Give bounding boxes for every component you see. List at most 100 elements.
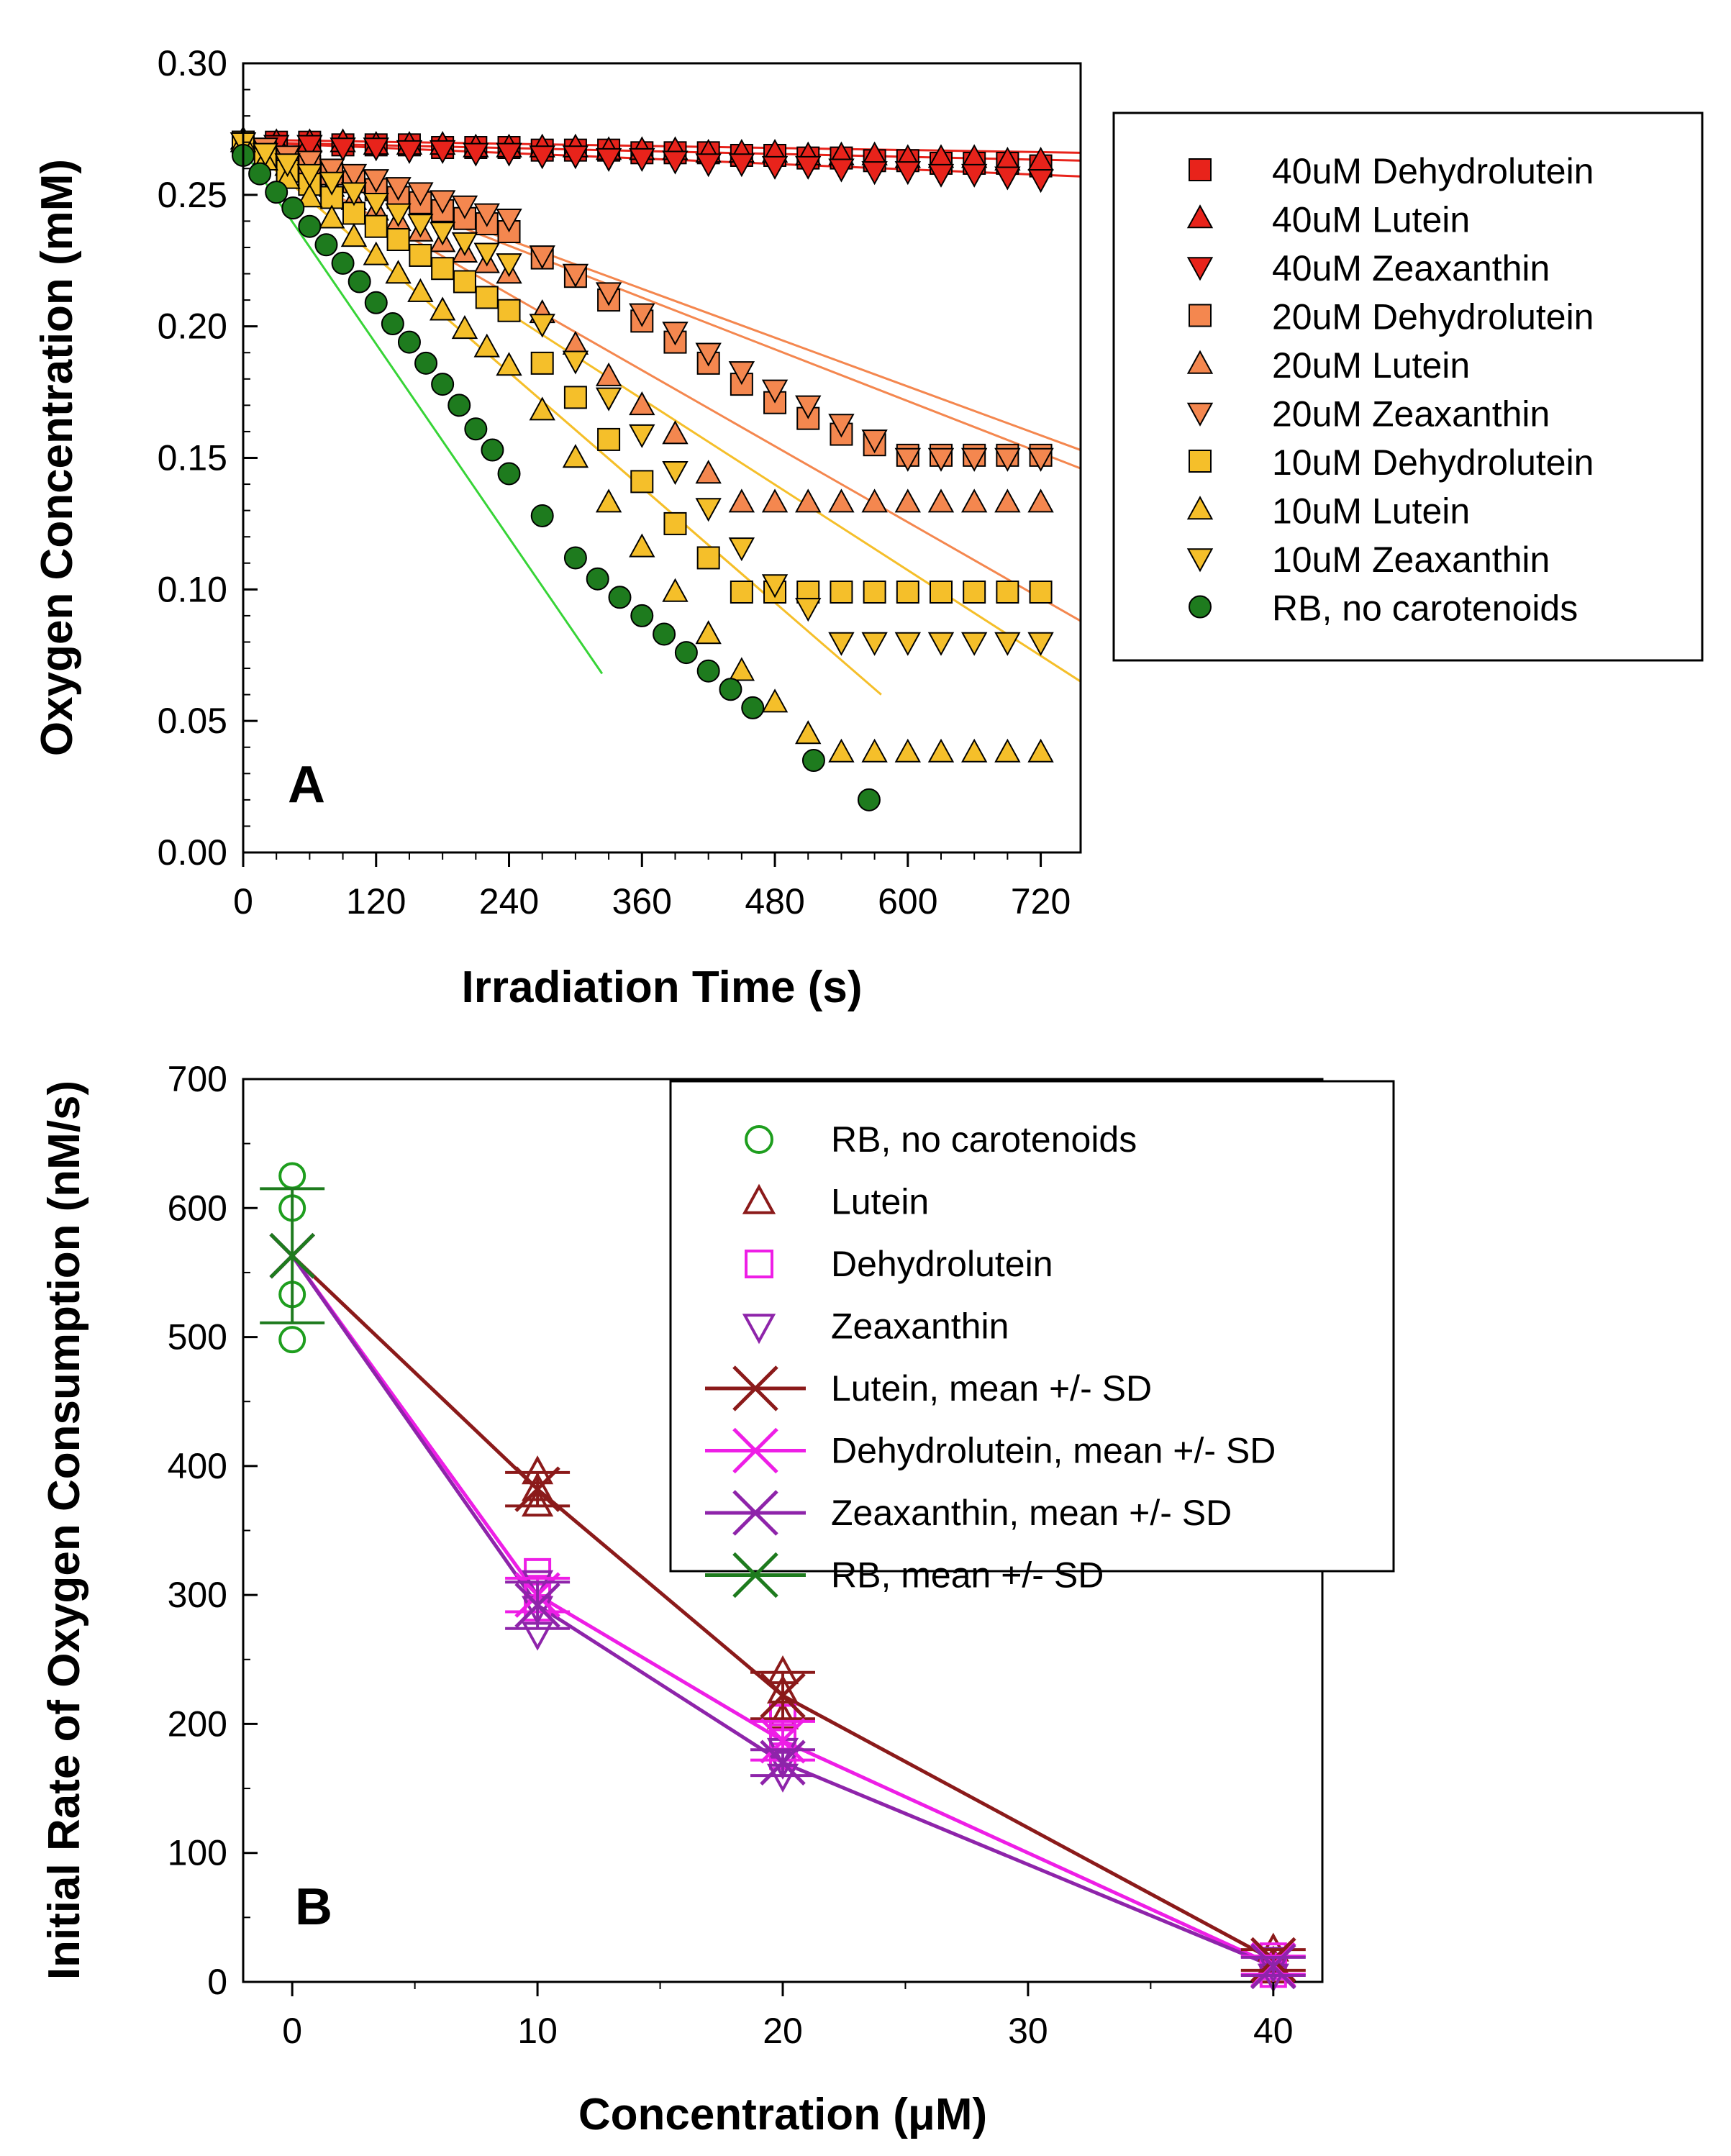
panel-b-y-tick-label: 500	[168, 1317, 227, 1357]
40um-zeaxanthin-point	[562, 145, 589, 170]
panel-b-y-tick-label: 100	[168, 1833, 227, 1873]
20um-zeaxanthin-point	[496, 208, 522, 233]
10um-zeaxanthin-point	[274, 153, 301, 178]
10um-zeaxanthin-point	[960, 632, 988, 656]
rb-no-carotenoids-point	[331, 251, 355, 275]
rb-no-carotenoids-point	[364, 291, 388, 314]
zeaxanthin-mean-sd-mean-marker	[1250, 1943, 1296, 1990]
legend-marker-zeaxanthin-mean-sd	[732, 1490, 778, 1536]
10um-zeaxanthin-point	[385, 203, 412, 227]
20um-lutein-point	[894, 488, 922, 513]
10um-zeaxanthin-point	[252, 142, 278, 167]
10um-lutein-point	[861, 738, 888, 763]
legend-label-20um-zeaxanthin: 20uM Zeaxanthin	[1272, 394, 1550, 435]
legend-marker-dehydrolutein	[745, 1250, 773, 1278]
40um-zeaxanthin-point	[1027, 169, 1054, 194]
10um-zeaxanthin-point	[927, 632, 955, 656]
legend-marker-lutein-mean-sd	[732, 1365, 778, 1411]
10um-zeaxanthin-point	[296, 163, 323, 188]
20um-zeaxanthin-point	[407, 182, 434, 206]
panel-b-x-axis-title: Concentration (μM)	[578, 2090, 987, 2139]
10um-lutein-point	[927, 738, 955, 763]
20um-lutein-point	[960, 488, 988, 513]
legend-marker-lutein	[742, 1183, 776, 1214]
10um-lutein-point	[595, 488, 622, 513]
panel-a-x-tick-label: 0	[233, 881, 253, 922]
20um-zeaxanthin-point	[761, 379, 789, 404]
legend-marker-20um-dehydrolutein	[1189, 304, 1212, 327]
panel-b-y-tick-label: 0	[207, 1962, 227, 2002]
zeaxanthin-mean-sd-line	[291, 1255, 1274, 1968]
panel-b-y-tick-label: 300	[168, 1575, 227, 1615]
40um-zeaxanthin-point	[496, 142, 522, 167]
panel-b-legend-box	[669, 1080, 1395, 1573]
panel-a-x-tick-label: 240	[479, 881, 539, 922]
10um-lutein-point	[1027, 738, 1054, 763]
20um-lutein-point	[828, 488, 855, 513]
20um-zeaxanthin-point	[385, 177, 412, 201]
20um-lutein-point	[728, 488, 755, 513]
10um-zeaxanthin-point	[529, 314, 555, 338]
40um-zeaxanthin-point	[960, 163, 988, 188]
panel-b-y-tick-label: 200	[168, 1704, 227, 1744]
legend-label-10um-lutein: 10uM Lutein	[1272, 491, 1470, 532]
10um-zeaxanthin-point	[795, 598, 822, 622]
legend-marker-40um-dehydrolutein	[1189, 158, 1212, 181]
20um-lutein-point	[662, 420, 689, 445]
10um-dehydrolutein-point	[863, 580, 886, 604]
40um-zeaxanthin-point	[396, 140, 423, 164]
10um-dehydrolutein-point	[830, 580, 853, 604]
20um-lutein-point	[1027, 488, 1054, 513]
10um-dehydrolutein-point	[896, 580, 919, 604]
10um-zeaxanthin-point	[828, 632, 855, 656]
40um-zeaxanthin-point	[429, 140, 456, 164]
10um-dehydrolutein-point	[730, 580, 753, 604]
rb-no-carotenoids-point	[608, 586, 632, 609]
20um-zeaxanthin-point	[429, 190, 456, 214]
20um-lutein-point	[629, 391, 655, 416]
20um-lutein-point	[861, 488, 888, 513]
panel-b-legend: RB, no carotenoids Lutein Dehydrolutein Zea…	[669, 1080, 1395, 1598]
panel-a-x-tick-label: 480	[745, 881, 804, 922]
40um-zeaxanthin-point	[894, 161, 922, 186]
10um-lutein-point	[761, 688, 789, 713]
10um-zeaxanthin-point	[994, 632, 1021, 656]
rb-no-carotenoids-point	[447, 394, 471, 417]
legend-label-10um-dehydrolutein: 10uM Dehydrolutein	[1272, 442, 1594, 483]
40um-zeaxanthin-point	[795, 155, 822, 180]
10um-dehydrolutein-point	[563, 386, 587, 409]
rb-no-carotenoids-point	[696, 659, 720, 683]
40um-zeaxanthin-point	[761, 155, 789, 180]
10um-dehydrolutein-point	[530, 351, 554, 375]
rb-no-carotenoids-point	[397, 330, 421, 354]
legend-label-40um-zeaxanthin: 40uM Zeaxanthin	[1272, 248, 1550, 288]
20um-zeaxanthin-point	[629, 303, 655, 327]
10um-lutein-point	[960, 738, 988, 763]
20um-zeaxanthin-point	[662, 322, 689, 346]
panel-a-chart: 0.00 0.05 0.10 0.15 0.20 0.25 0.30 0 120 240 360 48…	[32, 43, 1704, 1012]
20um-zeaxanthin-point	[927, 447, 955, 472]
zeaxanthin-mean-sd-mean-marker	[514, 1582, 560, 1629]
40um-zeaxanthin-point	[629, 147, 655, 172]
rb-no-carotenoids-point	[801, 749, 825, 773]
rb-no-carotenoids-point	[857, 788, 881, 811]
10um-lutein-point	[340, 223, 368, 247]
10um-dehydrolutein-point	[364, 214, 388, 238]
20um-lutein-point	[695, 460, 722, 484]
legend-label-20um-lutein: 20uM Lutein	[1272, 345, 1470, 386]
10um-lutein-point	[994, 738, 1021, 763]
panel-a-x-axis-title: Irradiation Time (s)	[462, 963, 863, 1012]
panel-a-y-axis-title: Oxygen Concentration (mM)	[32, 159, 82, 756]
10um-lutein-point	[473, 333, 500, 358]
10um-lutein-point	[429, 296, 456, 321]
rb-no-carotenoids-point	[298, 214, 322, 238]
10um-lutein-point	[529, 396, 555, 421]
20um-zeaxanthin-point	[960, 447, 988, 472]
legend-marker-rb-mean-sd	[732, 1552, 778, 1598]
40um-zeaxanthin-point	[927, 163, 955, 188]
20um-zeaxanthin-point	[861, 429, 888, 454]
10um-dehydrolutein-point	[497, 299, 521, 322]
legend-label-zeaxanthin: Zeaxanthin	[831, 1306, 1009, 1347]
10um-dehydrolutein-point	[409, 243, 432, 267]
lutein-mean-sd-line	[291, 1254, 1275, 1962]
